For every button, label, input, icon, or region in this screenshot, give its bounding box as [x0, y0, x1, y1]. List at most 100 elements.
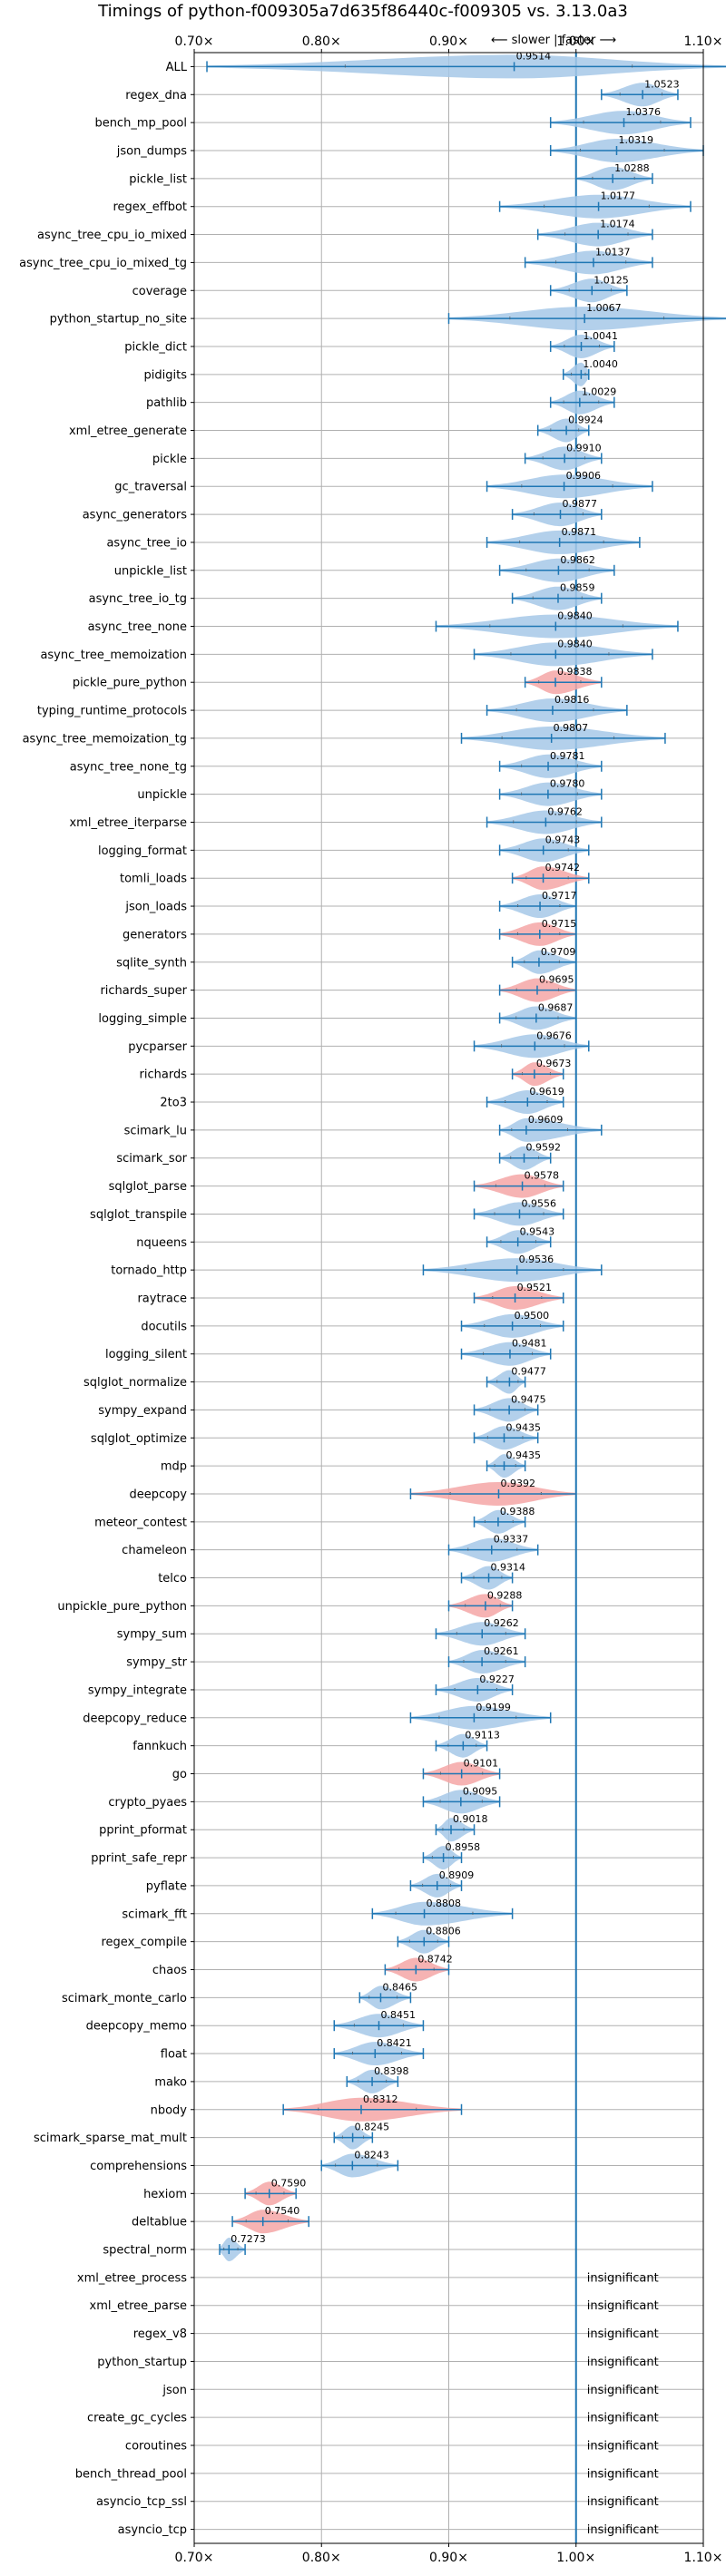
category-label: nqueens [136, 1236, 187, 1250]
category-label: sympy_integrate [88, 1683, 187, 1697]
data-label: 0.9709 [541, 946, 576, 958]
category-label: asyncio_tcp [118, 2523, 187, 2537]
data-label: 0.8312 [363, 2093, 398, 2105]
category-label: scimark_fft [122, 1908, 187, 1921]
marks-layer [206, 53, 726, 2543]
category-label: xml_etree_iterparse [69, 816, 187, 830]
data-label: 0.9871 [562, 526, 597, 538]
category-label: unpickle [137, 788, 187, 802]
data-label: 1.0177 [601, 190, 636, 202]
data-label: 0.9816 [554, 694, 590, 706]
data-label: 0.8421 [377, 2037, 412, 2049]
data-label: 0.9687 [538, 1001, 574, 1013]
data-label: 0.9392 [500, 1478, 535, 1489]
x-tick-label-bottom: 0.90× [429, 2551, 468, 2565]
category-label: tornado_http [111, 1264, 187, 1278]
insignificant-label: insignificant [587, 2299, 659, 2313]
category-label: asyncio_tcp_ssl [96, 2495, 187, 2509]
data-label: 0.9807 [554, 722, 589, 734]
category-label: chameleon [122, 1544, 187, 1557]
data-label: 1.0040 [583, 358, 618, 370]
data-label: 0.9018 [453, 1813, 488, 1825]
category-label: mdp [161, 1460, 187, 1474]
category-label: regex_compile [101, 1936, 187, 1949]
category-label: fannkuch [132, 1740, 187, 1753]
x-tick-label-bottom: 0.80× [302, 2551, 341, 2565]
category-label: float [161, 2048, 187, 2062]
data-label: 0.9592 [526, 1142, 562, 1154]
data-label: 1.0137 [595, 246, 631, 258]
category-label: coverage [132, 285, 187, 298]
category-label: sqlglot_optimize [91, 1432, 187, 1446]
data-label: 0.8742 [417, 1953, 453, 1965]
data-label: 0.8243 [354, 2149, 389, 2161]
category-label: hexiom [143, 2188, 187, 2201]
category-label: deepcopy_reduce [83, 1712, 187, 1725]
data-label: 0.9475 [511, 1393, 546, 1405]
data-label: 0.9514 [516, 50, 552, 62]
category-label: async_tree_cpu_io_mixed [37, 229, 187, 242]
data-label: 0.7590 [271, 2177, 307, 2189]
category-label: pprint_safe_repr [91, 1852, 187, 1866]
data-label: 0.9717 [542, 890, 577, 902]
category-label: go [172, 1768, 187, 1781]
category-label: unpickle_pure_python [57, 1600, 187, 1614]
data-label: 0.9673 [536, 1058, 572, 1069]
data-label: 1.0319 [618, 134, 653, 146]
category-label: richards_super [100, 984, 187, 998]
data-label: 0.9742 [545, 862, 581, 873]
category-label: sqlglot_normalize [83, 1376, 187, 1390]
data-label: 1.0041 [584, 330, 619, 342]
category-label: sympy_str [126, 1656, 187, 1670]
category-label: docutils [141, 1320, 187, 1333]
data-label: 0.8245 [355, 2122, 390, 2133]
category-label: json [162, 2384, 187, 2397]
category-label: deepcopy_memo [86, 2020, 187, 2034]
category-label: pprint_pformat [99, 1824, 187, 1838]
category-label: create_gc_cycles [87, 2412, 187, 2425]
insignificant-label: insignificant [587, 2467, 659, 2481]
category-label: coroutines [125, 2440, 187, 2454]
category-label: gc_traversal [114, 481, 187, 494]
data-label: 0.9095 [463, 1785, 497, 1797]
category-label: regex_dna [125, 89, 187, 102]
category-label: sympy_sum [117, 1628, 187, 1642]
data-label: 1.0029 [582, 386, 617, 398]
data-label: 0.9536 [519, 1254, 554, 1265]
data-label: 0.9314 [491, 1562, 526, 1574]
data-label: 0.8398 [374, 2065, 409, 2077]
data-label: 0.9500 [515, 1310, 550, 1322]
category-label: generators [123, 928, 187, 942]
category-label: logging_silent [105, 1348, 187, 1361]
data-label: 0.9101 [464, 1758, 499, 1770]
data-label: 0.7273 [231, 2233, 266, 2245]
data-label: 0.9543 [520, 1225, 555, 1237]
x-tick-label-top: 0.70× [175, 34, 214, 49]
category-label: json_loads [124, 901, 187, 914]
data-label: 0.9477 [511, 1366, 546, 1378]
data-label: 0.9388 [500, 1506, 535, 1517]
category-label: raytrace [137, 1293, 187, 1306]
data-label: 0.9262 [484, 1617, 519, 1629]
data-label: 0.9288 [487, 1589, 523, 1601]
category-label: spectral_norm [103, 2244, 187, 2258]
data-label: 0.8909 [439, 1869, 475, 1881]
category-label: logging_simple [98, 1012, 187, 1026]
category-label: async_tree_none_tg [70, 760, 187, 774]
data-label: 0.9762 [547, 805, 583, 817]
insignificant-label: insignificant [587, 2327, 659, 2341]
category-label: ALL [166, 61, 188, 74]
data-label: 0.9780 [550, 778, 585, 790]
category-label: pickle_list [129, 172, 187, 186]
category-label: meteor_contest [94, 1516, 187, 1529]
category-label: pyflate [146, 1879, 187, 1893]
data-label: 0.9199 [476, 1702, 511, 1713]
data-label: 0.8451 [381, 2009, 417, 2021]
category-label: async_tree_io_tg [89, 592, 187, 606]
insignificant-label: insignificant [587, 2384, 659, 2397]
data-label: 0.9435 [506, 1449, 542, 1461]
x-tick-label-top: 0.80× [302, 34, 341, 49]
category-label: pycparser [128, 1040, 187, 1054]
category-label: async_tree_memoization_tg [23, 732, 187, 746]
x-tick-label-top: 0.90× [429, 34, 468, 49]
